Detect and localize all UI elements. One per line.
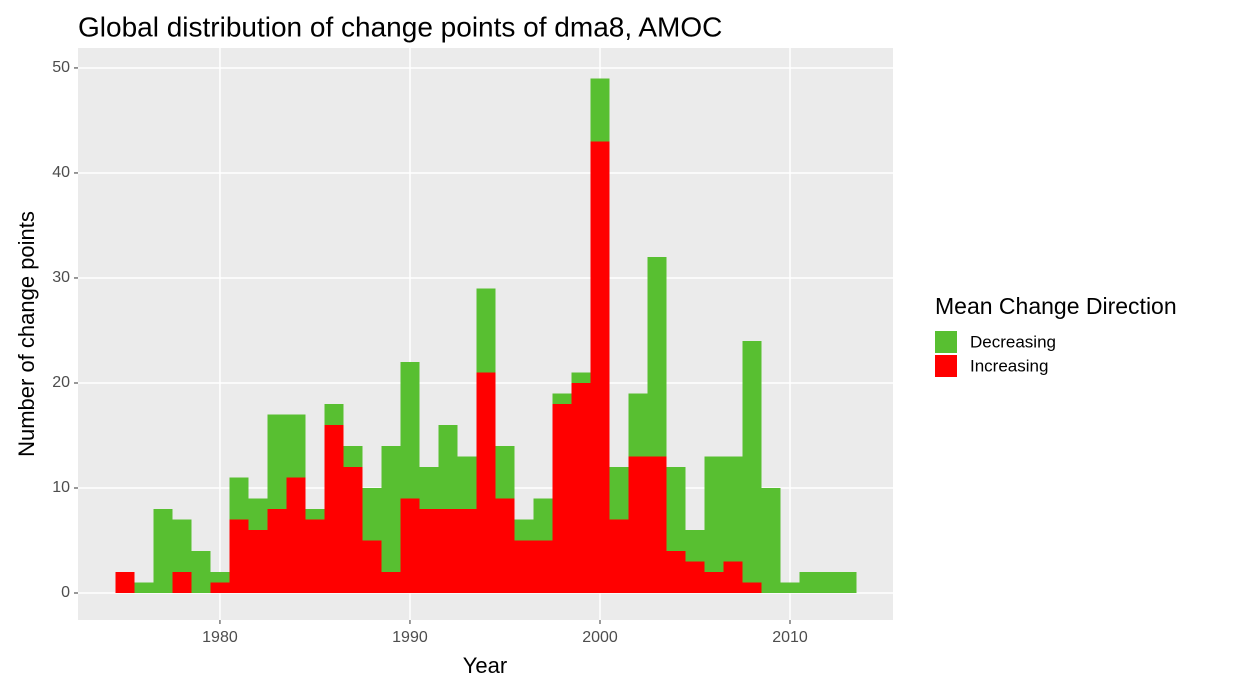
x-axis-label: Year xyxy=(463,653,507,678)
histogram-bar xyxy=(780,582,800,594)
histogram-bar xyxy=(590,141,610,594)
histogram-bar xyxy=(191,551,211,594)
histogram-bar xyxy=(286,477,306,594)
histogram-bar xyxy=(609,466,629,520)
histogram-bar xyxy=(533,498,553,541)
y-tick-label: 20 xyxy=(52,374,70,391)
histogram-bar xyxy=(210,572,230,583)
histogram-bar xyxy=(305,509,325,520)
histogram-bar xyxy=(495,445,515,499)
x-tick-label: 2000 xyxy=(582,629,618,646)
histogram-bar xyxy=(115,572,135,594)
histogram-bar xyxy=(533,540,553,594)
histogram-bar xyxy=(628,393,648,457)
histogram-bar xyxy=(837,572,857,594)
histogram-bar xyxy=(172,519,192,573)
histogram-bar xyxy=(134,582,154,594)
histogram-bar xyxy=(457,509,477,594)
histogram-bar xyxy=(324,403,344,425)
histogram-bar xyxy=(419,509,439,594)
histogram-bar xyxy=(362,488,382,541)
histogram-bar xyxy=(704,572,724,594)
histogram-bar xyxy=(267,414,287,510)
histogram-bar xyxy=(229,519,249,594)
histogram-bar xyxy=(685,530,705,562)
histogram-bar xyxy=(628,456,648,594)
histogram-bar xyxy=(742,340,762,583)
histogram-bar xyxy=(799,572,819,594)
histogram-bar xyxy=(457,456,477,510)
histogram-bar xyxy=(552,393,572,404)
histogram-bar xyxy=(590,78,610,142)
histogram-bar xyxy=(647,256,667,457)
y-tick-label: 0 xyxy=(61,584,70,601)
histogram-bar xyxy=(153,509,173,594)
histogram-bar xyxy=(514,519,534,541)
histogram-bar xyxy=(476,288,496,373)
histogram-bar xyxy=(248,530,268,594)
histogram-bar xyxy=(267,509,287,594)
legend-title: Mean Change Direction xyxy=(935,293,1177,319)
legend-swatch xyxy=(935,355,957,377)
histogram-bar xyxy=(419,466,439,510)
legend-swatch xyxy=(935,331,957,353)
histogram-bar xyxy=(438,424,458,510)
histogram-bar xyxy=(229,477,249,520)
histogram-bar xyxy=(685,561,705,594)
histogram-bar xyxy=(286,414,306,478)
histogram-bar xyxy=(609,519,629,594)
x-tick-label: 1990 xyxy=(392,629,428,646)
histogram-bar xyxy=(400,498,420,594)
histogram-bar xyxy=(210,582,230,594)
y-tick-label: 10 xyxy=(52,479,70,496)
histogram-bar xyxy=(742,582,762,594)
legend-label: Increasing xyxy=(970,356,1048,375)
histogram-bar xyxy=(704,456,724,573)
histogram-bar xyxy=(172,572,192,594)
histogram-bar xyxy=(324,424,344,594)
histogram-bar xyxy=(362,540,382,594)
histogram-bar xyxy=(666,466,686,552)
y-axis-label: Number of change points xyxy=(14,211,39,457)
x-tick-label: 1980 xyxy=(202,629,238,646)
histogram-bar xyxy=(818,572,838,594)
histogram-bar xyxy=(381,445,401,573)
histogram-bar xyxy=(476,372,496,594)
histogram-bar xyxy=(343,466,363,594)
histogram-bar xyxy=(723,561,743,594)
histogram-bar xyxy=(248,498,268,531)
histogram-bar xyxy=(552,403,572,594)
histogram-bar xyxy=(761,488,781,594)
histogram-bar xyxy=(571,382,591,594)
histogram-bar xyxy=(571,372,591,383)
y-tick-label: 40 xyxy=(52,164,70,181)
histogram-bar xyxy=(723,456,743,562)
x-tick-label: 2010 xyxy=(772,629,808,646)
y-tick-label: 50 xyxy=(52,59,70,76)
histogram-bar xyxy=(647,456,667,594)
histogram-bar xyxy=(514,540,534,594)
legend-label: Decreasing xyxy=(970,332,1056,351)
histogram-bar xyxy=(666,551,686,594)
y-tick-label: 30 xyxy=(52,269,70,286)
histogram-bar xyxy=(495,498,515,594)
chart-title: Global distribution of change points of … xyxy=(78,11,722,42)
histogram-bar xyxy=(400,361,420,499)
histogram-bar xyxy=(381,572,401,594)
histogram-bar xyxy=(343,445,363,467)
histogram-bar xyxy=(438,509,458,594)
histogram-bar xyxy=(305,519,325,594)
